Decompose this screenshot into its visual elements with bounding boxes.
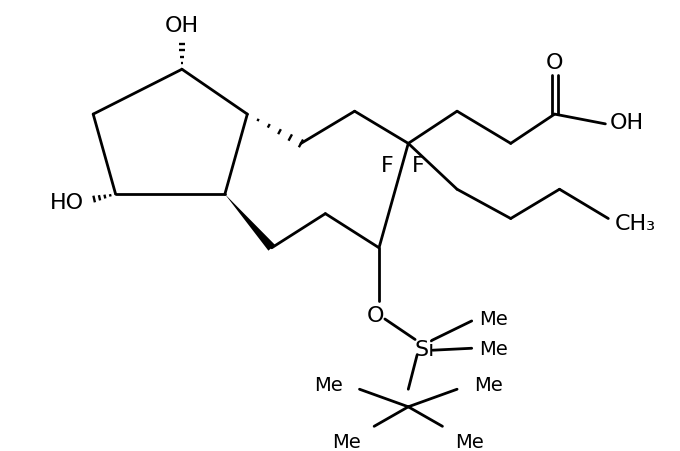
Text: Me: Me [456, 433, 484, 451]
Text: O: O [367, 305, 384, 325]
Text: Me: Me [314, 375, 343, 394]
Polygon shape [225, 195, 275, 251]
Text: Me: Me [479, 310, 507, 329]
Text: O: O [546, 53, 563, 73]
Text: F: F [411, 156, 424, 175]
Text: Me: Me [479, 339, 507, 358]
Text: OH: OH [165, 16, 199, 36]
Text: F: F [380, 156, 393, 175]
Text: CH₃: CH₃ [615, 214, 656, 234]
Text: Me: Me [333, 433, 361, 451]
Text: Me: Me [474, 375, 503, 394]
Text: Si: Si [415, 340, 435, 359]
Text: OH: OH [610, 113, 644, 133]
Text: HO: HO [50, 193, 84, 212]
